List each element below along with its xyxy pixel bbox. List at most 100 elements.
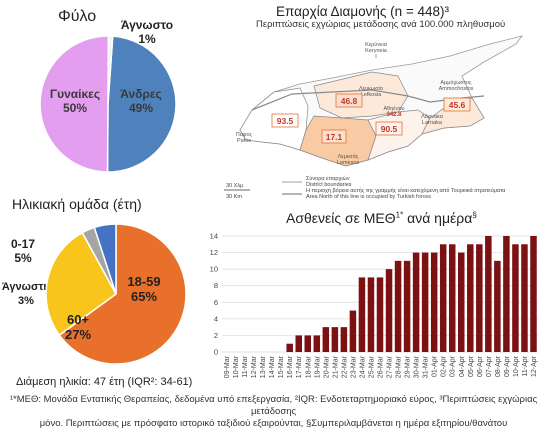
icu-xtick-label: 10-Apr — [513, 355, 520, 377]
district-value-lemesos: 17.1 — [326, 132, 343, 142]
icu-bar — [313, 335, 321, 352]
icu-xtick-label: 01-Apr — [432, 355, 439, 377]
icu-xtick-label: 31-Mar — [423, 355, 430, 378]
district-value-larnaka: 90.5 — [381, 124, 398, 134]
icu-xtick-label: 19-Mar — [314, 355, 321, 378]
icu-ytick-label: 2 — [214, 331, 218, 340]
icu-xtick-label: 30-Mar — [414, 355, 421, 378]
age-unknown-label: Άγνωστη 3% — [0, 280, 52, 308]
pie-slice-men — [106, 35, 177, 173]
icu-bar — [485, 236, 492, 352]
age-18-59-pct: 65% — [131, 289, 157, 304]
icu-xtick-label: 11-Apr — [522, 355, 529, 376]
icu-bar — [394, 260, 402, 352]
icu-bar — [439, 244, 447, 352]
icu-xtick-label: 03-Apr — [450, 355, 457, 377]
age-0-17-label: 0-17 5% — [6, 237, 40, 265]
place-kyrenia: Κερύνεια — [365, 41, 388, 48]
icu-bar — [403, 260, 411, 352]
legend-occupied-gr: Η περιοχή βόρεια αυτής της γραμμής είναι… — [306, 187, 506, 194]
icu-bar — [467, 244, 474, 352]
icu-xtick-label: 17-Mar — [296, 355, 303, 378]
place-pafos: Πάφος — [236, 131, 253, 138]
district-value-pafos: 93.5 — [277, 116, 294, 126]
icu-bar-chart: 09-Mar 10-Mar 11-Mar 12-Mar 13-Mar 14-Mar 15-M… — [210, 232, 538, 378]
icu-xtick-label: 12-Apr — [531, 355, 538, 377]
place-athienou: Αθηένου — [383, 105, 404, 112]
footnote: ¹*ΜΕΘ: Μονάδα Εντατικής Θεραπείας, δεδομ… — [0, 394, 547, 430]
icu-xtick-label: 21-Mar — [332, 355, 339, 378]
map-title-text: Επαρχία Διαμονής (n = 448)³ — [276, 4, 450, 19]
icu-xtick-label: 04-Apr — [459, 355, 466, 377]
icu-xtick-label: 08-Apr — [495, 355, 502, 377]
icu-title-suffix: ανά ημέρα — [403, 210, 473, 226]
icu-xtick-label: 16-Mar — [287, 355, 294, 378]
sex-unknown-pct: 1% — [138, 32, 156, 46]
scale-km-gr: 30 Χλμ — [226, 183, 243, 189]
icu-bar — [349, 310, 357, 352]
icu-xtick-label: 06-Apr — [477, 355, 484, 377]
district-value-lefkosia: 46.8 — [341, 96, 358, 106]
age-pie-title: Ηλικιακή ομάδα (έτη) — [12, 196, 142, 212]
icu-ytick-label: 4 — [214, 314, 218, 323]
icu-xtick-label: 12-Mar — [251, 355, 258, 378]
icu-xtick-label: 22-Mar — [341, 355, 348, 378]
district-value-ammochostos: 45.6 — [449, 100, 466, 110]
icu-ytick-label: 8 — [214, 281, 218, 290]
pie-slice-women — [39, 35, 110, 173]
place-lefkosia: Λευκωσία — [359, 86, 384, 92]
icu-xtick-label: 28-Mar — [396, 355, 403, 378]
pie-slice-0-17 — [93, 223, 117, 295]
place-pafos-en: Pafos — [237, 138, 251, 144]
sex-women-pct: 50% — [63, 101, 87, 115]
age-0-17-name: 0-17 — [10, 237, 36, 251]
icu-xtick-label: 25-Mar — [368, 355, 375, 378]
sex-unknown-label: Άγνωστο 1% — [112, 18, 182, 46]
icu-bar — [340, 327, 348, 352]
icu-xtick-label: 02-Apr — [441, 355, 448, 377]
place-larnaka-en: Larnaka — [422, 120, 443, 126]
sex-pie-chart: Άνδρες 49% Γυναίκες 50% — [39, 35, 177, 173]
icu-xtick-label: 18-Mar — [305, 355, 312, 378]
icu-bar — [304, 335, 312, 352]
icu-bar — [412, 252, 420, 352]
icu-bar — [286, 343, 293, 352]
icu-xtick-label: 13-Mar — [260, 355, 267, 378]
scale-km-en: 30 Km — [226, 194, 242, 200]
place-ammochostos-en: Ammochostos — [439, 86, 474, 92]
icu-bar — [521, 244, 528, 352]
icu-bar — [512, 244, 519, 352]
icu-xtick-label: 10-Mar — [233, 355, 240, 378]
icu-bar — [476, 244, 483, 352]
age-unknown-pct: 3% — [18, 295, 34, 307]
icu-ytick-label: 10 — [210, 265, 218, 274]
icu-bar — [367, 277, 375, 352]
place-larnaka: Λάρνακα — [421, 113, 444, 120]
median-age-text: Διάμεση ηλικία: 47 έτη (IQR²: 34-61) — [16, 376, 193, 388]
place-lefkosia-en: Lefkosia — [361, 92, 382, 98]
icu-xtick-label: 15-Mar — [278, 355, 285, 378]
icu-bar — [494, 260, 501, 352]
icu-bar — [430, 252, 438, 352]
place-lemesos-en: Lemesos — [337, 160, 360, 166]
icu-title-sup2: § — [472, 210, 477, 220]
icu-xtick-label: 23-Mar — [350, 355, 357, 378]
pie-slice-unknown — [107, 35, 114, 105]
map-title: Επαρχία Διαμονής (n = 448)³ — [276, 4, 449, 19]
icu-xtick-label: 09-Apr — [504, 355, 511, 377]
icu-bar — [448, 244, 456, 352]
icu-xtick-label: 26-Mar — [378, 355, 385, 378]
icu-ytick-label: 6 — [214, 298, 218, 307]
icu-xtick-label: 11-Mar — [242, 355, 249, 377]
sex-pie-title: Φύλο — [58, 8, 97, 25]
age-18-59-label: 18-59 — [127, 274, 160, 289]
age-unknown-name: Άγνωστη — [1, 281, 51, 293]
icu-bar — [358, 277, 366, 352]
icu-ytick-label: 0 — [214, 348, 218, 357]
icu-xtick-label: 27-Mar — [387, 355, 394, 378]
pie-slice-18-59 — [58, 223, 187, 365]
place-ammochostos: Αμμόχωστος — [440, 79, 471, 86]
place-kyrenia-en: Keryneia — [365, 48, 388, 54]
age-0-17-pct: 5% — [14, 251, 32, 265]
place-lemesos: Λεμεσός — [338, 153, 359, 160]
